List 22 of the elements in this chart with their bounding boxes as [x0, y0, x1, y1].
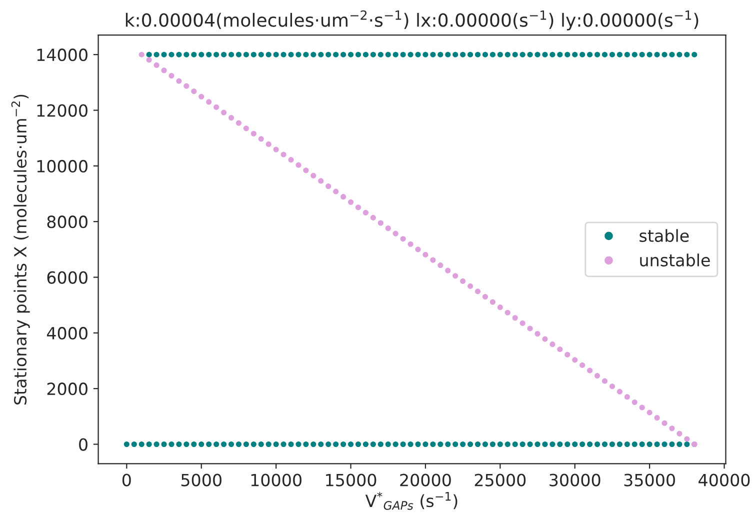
x-tick-label: 40000	[698, 474, 750, 486]
y-tick-label: 14000	[37, 48, 88, 62]
x-tick-label: 15000	[326, 474, 376, 486]
y-tick-label: 10000	[37, 160, 88, 172]
legend-label: unstable	[640, 254, 710, 266]
y-tick-label: 4000	[46, 326, 88, 340]
y-tick-label: 0	[79, 438, 88, 451]
x-axis-title: V$^{*}$$_{GAPs}$ (s$^{−1}$)	[365, 492, 458, 510]
y-tick-label: 12000	[37, 104, 88, 117]
x-tick-label: 0	[122, 474, 131, 486]
chart-title: k:0.00004(molecules·um$^{−2}$·s$^{−1}$) lx:0.00000(s$^{−1}$) ly:0.00000(s$^{−1}$)	[126, 10, 698, 30]
x-tick-label: 30000	[550, 474, 600, 486]
x-tick-label: 10000	[251, 474, 302, 486]
x-tick-label: 5000	[181, 474, 222, 486]
x-tick-label: 35000	[624, 474, 675, 486]
x-tick-label: 25000	[474, 474, 526, 486]
y-tick-label: 8000	[47, 216, 88, 228]
x-tick-label: 20000	[400, 474, 451, 486]
y-tick-label: 6000	[47, 271, 88, 284]
legend-label: stable	[640, 229, 689, 242]
y-tick-label: 2000	[47, 382, 88, 396]
y-axis-title: Stationary points X (molecules·um$^{−2}$)	[11, 94, 30, 404]
